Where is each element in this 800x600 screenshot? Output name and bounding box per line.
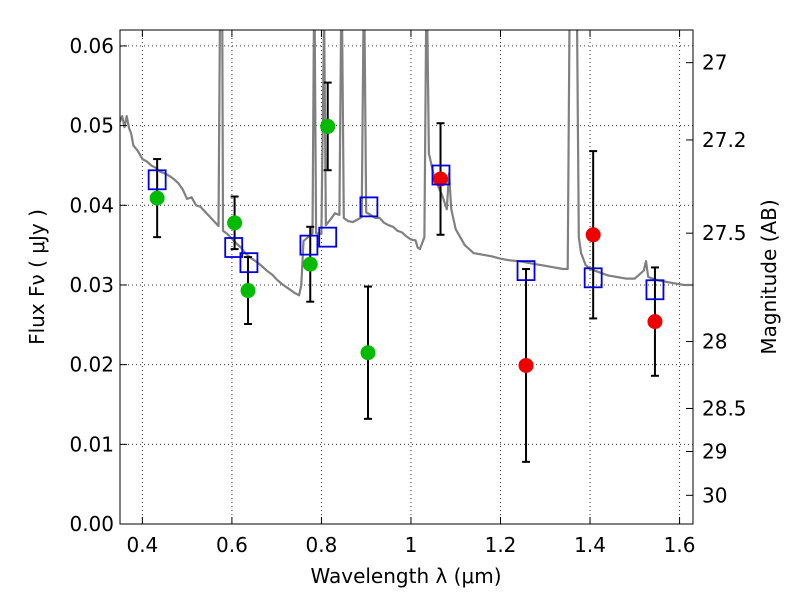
model-point-square bbox=[239, 252, 259, 274]
x-tick-label: 0.4 bbox=[126, 533, 158, 557]
x-tick-label: 1.2 bbox=[485, 533, 517, 557]
x-tick-label: 1 bbox=[405, 533, 418, 557]
y-axis-label: Flux Fν ( μJy ) bbox=[25, 209, 49, 345]
right-tick-label: 28 bbox=[702, 330, 727, 354]
observed-point bbox=[227, 215, 243, 231]
y-tick-label: 0.04 bbox=[69, 193, 114, 217]
observed-point bbox=[149, 190, 165, 206]
y-tick-label: 0.00 bbox=[69, 512, 114, 536]
model-point-square bbox=[299, 234, 319, 256]
tick-labels: 0.4 0.6 0.8 1 1.2 1.4 1.6 0.00 0.01 0.02 0.03 0.04 0… bbox=[69, 34, 746, 557]
x-tick-label: 1.4 bbox=[574, 533, 606, 557]
y-tick-label: 0.02 bbox=[69, 353, 114, 377]
model-point-square bbox=[516, 260, 536, 282]
y-tick-label: 0.05 bbox=[69, 114, 114, 138]
model-spectrum-line bbox=[120, 30, 693, 297]
right-tick-label: 27.2 bbox=[702, 128, 747, 152]
observed-point bbox=[585, 227, 601, 243]
right-tick-label: 27.5 bbox=[702, 221, 747, 245]
x-tick-label: 1.6 bbox=[664, 533, 696, 557]
observed-point bbox=[240, 283, 256, 299]
model-point-square bbox=[431, 164, 451, 186]
right-tick-label: 27 bbox=[702, 51, 727, 75]
data-points bbox=[147, 81, 665, 463]
model-point-square bbox=[359, 196, 379, 218]
right-tick-label: 28.5 bbox=[702, 396, 747, 420]
y-tick-label: 0.03 bbox=[69, 273, 114, 297]
observed-point bbox=[518, 357, 534, 373]
y-tick-label: 0.06 bbox=[69, 34, 114, 58]
right-tick-label: 29 bbox=[702, 439, 727, 463]
observed-point bbox=[302, 256, 318, 272]
observed-point bbox=[433, 171, 449, 187]
model-point-square bbox=[318, 226, 338, 248]
x-tick-label: 0.8 bbox=[306, 533, 338, 557]
x-tick-label: 0.6 bbox=[216, 533, 248, 557]
model-point-square bbox=[147, 169, 167, 191]
plot-frame bbox=[119, 29, 694, 525]
observed-point bbox=[360, 345, 376, 361]
plot-background bbox=[120, 30, 693, 524]
axis-ticks bbox=[120, 30, 693, 525]
x-axis-label: Wavelength λ (μm) bbox=[310, 564, 501, 588]
y-tick-label: 0.01 bbox=[69, 432, 114, 456]
model-point-square bbox=[224, 237, 244, 258]
observed-point bbox=[320, 118, 336, 134]
observed-point bbox=[647, 314, 663, 330]
model-spectrum bbox=[120, 30, 693, 297]
right-tick-label: 30 bbox=[702, 483, 727, 507]
model-point-square bbox=[583, 267, 603, 289]
right-axis-label: Magnitude (AB) bbox=[757, 199, 781, 354]
model-point-square bbox=[645, 279, 665, 301]
